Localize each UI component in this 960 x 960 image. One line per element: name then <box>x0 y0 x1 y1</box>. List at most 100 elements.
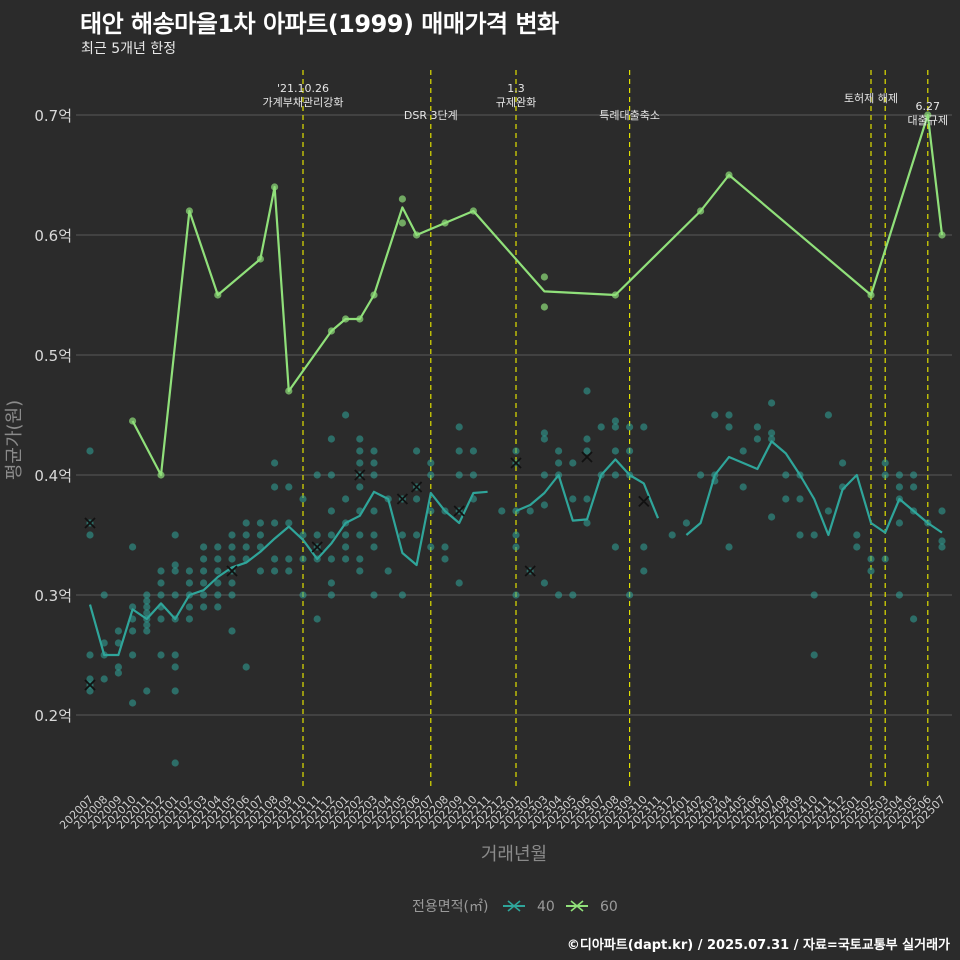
cancelled-marker <box>453 505 465 517</box>
data-point <box>356 555 364 563</box>
legend-title: 전용면적(㎡) <box>412 899 488 915</box>
data-point <box>228 531 236 539</box>
data-point <box>810 591 818 599</box>
legend-x-60 <box>570 900 584 912</box>
data-point <box>114 663 122 671</box>
data-point <box>739 447 747 455</box>
data-point <box>427 459 435 467</box>
data-point <box>342 411 350 419</box>
data-point <box>455 423 463 431</box>
series-line-40 <box>515 458 660 522</box>
data-point <box>157 591 165 599</box>
data-point <box>682 519 691 527</box>
legend-x-40 <box>507 900 521 912</box>
data-point <box>583 519 591 527</box>
series-line-40 <box>685 440 943 537</box>
data-point <box>427 471 435 479</box>
cancelled-marker <box>524 565 536 577</box>
data-point <box>398 531 406 539</box>
legend-label-60: 60 <box>600 899 618 915</box>
data-point <box>285 519 293 527</box>
data-point <box>214 591 222 599</box>
data-point <box>129 603 137 611</box>
data-point <box>143 621 151 629</box>
data-point <box>242 663 250 671</box>
data-point <box>370 507 378 515</box>
data-point <box>157 567 165 575</box>
data-point <box>895 471 904 479</box>
data-point <box>129 627 137 635</box>
data-point <box>171 759 179 767</box>
legend-label-40: 40 <box>537 899 555 915</box>
y-tick-label: 0.7억 <box>34 107 72 125</box>
data-point <box>725 411 733 419</box>
data-point <box>910 615 918 623</box>
data-point <box>86 675 94 683</box>
data-point <box>271 555 279 563</box>
data-point <box>100 591 108 599</box>
data-point <box>143 597 151 605</box>
data-point <box>228 543 236 551</box>
data-point <box>540 303 549 311</box>
data-point <box>214 603 222 611</box>
data-point <box>228 555 236 563</box>
cancelled-marker <box>396 493 409 505</box>
data-point <box>327 507 335 515</box>
data-point <box>668 531 676 539</box>
data-point <box>455 471 463 479</box>
data-point <box>867 567 875 575</box>
legend: 전용면적(㎡) 40 60 <box>412 899 618 915</box>
data-point <box>356 531 364 539</box>
data-point <box>157 651 165 659</box>
data-point <box>512 543 520 551</box>
data-point <box>200 603 208 611</box>
y-axis-ticks: 0.2억 0.3억 0.4억 0.5억 0.6억 0.7억 <box>34 107 72 725</box>
data-point <box>881 459 889 467</box>
data-point <box>143 627 151 635</box>
data-point <box>413 531 421 539</box>
data-point <box>626 447 634 455</box>
data-point <box>299 591 307 599</box>
data-point <box>768 399 776 407</box>
data-point <box>853 531 861 539</box>
source-caption: ©디아파트(dapt.kr) / 2025.07.31 / 자료=국토교통부 실… <box>566 938 950 953</box>
data-point <box>143 591 151 599</box>
data-point <box>895 591 904 599</box>
data-point <box>200 543 208 551</box>
data-point <box>725 423 733 431</box>
data-point <box>356 567 364 575</box>
legend-item-40: 40 <box>503 899 555 915</box>
data-point <box>796 531 804 539</box>
data-point <box>157 579 165 587</box>
data-point <box>327 471 335 479</box>
series-line-40 <box>88 490 488 657</box>
data-point <box>171 531 179 539</box>
data-point <box>384 567 392 575</box>
data-point <box>271 483 279 491</box>
data-point <box>271 567 279 575</box>
event-annotation: 1.3 규제완화 <box>496 82 536 109</box>
data-point <box>895 519 904 527</box>
data-point <box>214 579 222 587</box>
data-point <box>895 483 904 491</box>
data-point <box>611 543 620 551</box>
data-point <box>512 531 520 539</box>
data-point <box>228 591 236 599</box>
data-point <box>498 507 506 515</box>
data-point <box>768 435 776 443</box>
event-annotation: DSR 3단계 <box>404 109 458 122</box>
data-point <box>626 591 634 599</box>
data-point <box>129 651 137 659</box>
x-axis-ticks: 2020072020082020092020102020112020122021… <box>57 793 948 832</box>
data-point <box>768 429 776 437</box>
data-point <box>242 543 250 551</box>
data-point <box>171 663 179 671</box>
data-point <box>86 531 94 539</box>
event-annotation: 6.27 대출규제 <box>908 100 948 127</box>
data-point <box>853 543 861 551</box>
data-point <box>114 627 122 635</box>
data-point <box>540 579 549 587</box>
cancelled-marker <box>510 457 522 469</box>
data-point <box>285 567 293 575</box>
data-point <box>242 519 250 527</box>
